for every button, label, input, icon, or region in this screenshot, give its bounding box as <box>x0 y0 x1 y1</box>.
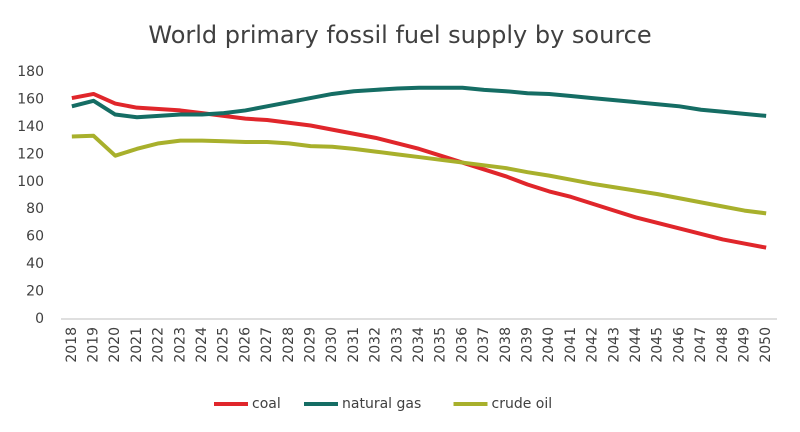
y-tick-label: 60 <box>26 229 44 245</box>
x-tick-label: 2024 <box>194 327 210 363</box>
x-tick-label: 2041 <box>563 327 579 363</box>
x-tick-label: 2050 <box>758 327 774 363</box>
legend-label: coal <box>252 396 281 412</box>
x-tick-label: 2048 <box>715 327 731 363</box>
x-tick-label: 2046 <box>671 327 687 363</box>
x-tick-label: 2023 <box>172 327 188 363</box>
x-tick-label: 2038 <box>498 327 514 363</box>
y-tick-label: 120 <box>17 146 44 162</box>
x-tick-label: 2047 <box>693 327 709 363</box>
y-tick-label: 0 <box>35 311 44 327</box>
x-tick-label: 2025 <box>216 327 232 363</box>
x-tick-label: 2035 <box>433 327 449 363</box>
line-series <box>71 85 767 120</box>
y-tick-label: 160 <box>17 91 44 107</box>
line-series <box>71 133 767 216</box>
x-tick-label: 2021 <box>129 327 145 363</box>
x-tick-label: 2029 <box>303 327 319 363</box>
y-tick-label: 80 <box>26 201 44 217</box>
x-tick-label: 2018 <box>64 327 80 363</box>
x-tick-label: 2033 <box>389 327 405 363</box>
y-tick-label: 140 <box>17 119 44 135</box>
x-tick-label: 2039 <box>519 327 535 363</box>
y-tick-label: 100 <box>17 174 44 190</box>
x-tick-label: 2022 <box>151 327 167 363</box>
x-tick-label: 2034 <box>411 327 427 363</box>
x-tick-label: 2040 <box>541 327 557 363</box>
y-tick-label: 20 <box>26 284 44 300</box>
y-tick-label: 40 <box>26 256 44 272</box>
y-tick-label: 180 <box>17 64 44 80</box>
x-tick-label: 2028 <box>281 327 297 363</box>
x-tick-label: 2036 <box>454 327 470 363</box>
legend-label: natural gas <box>342 396 421 412</box>
x-tick-label: 2026 <box>237 327 253 363</box>
x-tick-label: 2031 <box>346 327 362 363</box>
x-tick-label: 2027 <box>259 327 275 363</box>
x-tick-label: 2043 <box>606 327 622 363</box>
chart-title: World primary fossil fuel supply by sour… <box>148 21 651 49</box>
x-tick-label: 2049 <box>736 327 752 363</box>
line-series <box>71 91 767 250</box>
x-tick-label: 2044 <box>628 327 644 363</box>
x-tick-label: 2019 <box>86 327 102 363</box>
legend-label: crude oil <box>492 396 553 412</box>
x-tick-label: 2032 <box>368 327 384 363</box>
x-tick-label: 2030 <box>324 327 340 363</box>
x-tick-label: 2037 <box>476 327 492 363</box>
x-tick-label: 2042 <box>585 327 601 363</box>
x-tick-label: 2020 <box>107 327 123 363</box>
x-tick-label: 2045 <box>650 327 666 363</box>
